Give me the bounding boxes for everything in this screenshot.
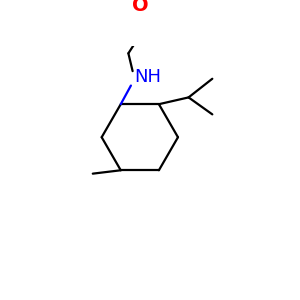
Text: NH: NH [134,68,161,86]
Text: O: O [132,0,148,15]
